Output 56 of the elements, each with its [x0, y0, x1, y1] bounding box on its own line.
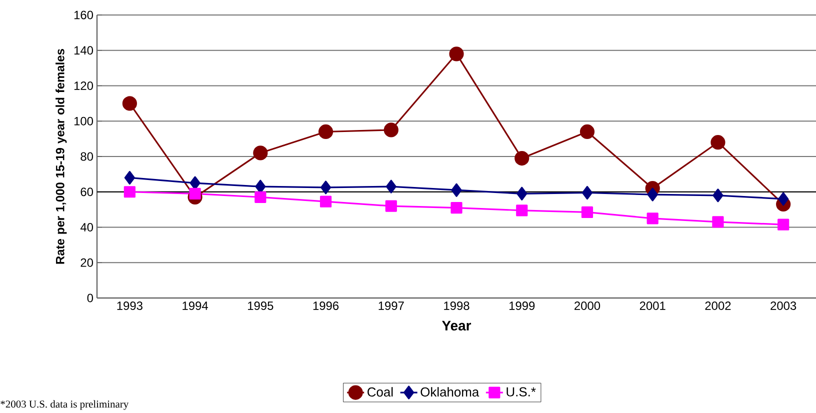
point [516, 186, 528, 200]
point [124, 170, 135, 185]
point [122, 96, 137, 111]
point [646, 212, 658, 224]
y-tick-label: 80 [80, 152, 94, 161]
y-tick-label: 60 [80, 188, 94, 196]
point [384, 122, 398, 138]
y-tick-label: 160 [74, 10, 94, 20]
x-tick-label: 2002 [705, 302, 731, 310]
y-tick-label: 40 [80, 223, 94, 232]
x-tick-label: 2003 [770, 302, 796, 310]
x-tick-label: 1998 [444, 302, 470, 310]
point [320, 196, 332, 208]
y-tick-label: 100 [74, 116, 94, 126]
x-tick-label: 1999 [509, 302, 535, 310]
point [254, 191, 266, 203]
point [450, 202, 462, 214]
point [516, 204, 528, 216]
text: *2003 U.S. data is preliminary [0, 400, 129, 410]
point [124, 186, 136, 198]
point [778, 192, 789, 206]
y-tick-label: 120 [74, 82, 94, 90]
point [385, 200, 397, 212]
x-tick-label: 1997 [378, 302, 404, 310]
legend-label: Oklahoma [420, 387, 480, 397]
point [451, 183, 462, 197]
point [190, 176, 200, 190]
point [386, 180, 396, 194]
x-tick-label: 1994 [182, 302, 208, 310]
legend-label: U.S.* [506, 387, 536, 396]
point [514, 150, 530, 166]
point [581, 206, 594, 218]
y-tick-label: 20 [80, 258, 94, 267]
point [318, 124, 334, 140]
point [582, 186, 593, 200]
y-tick-label: 0 [87, 294, 94, 302]
point [253, 146, 268, 160]
point [320, 180, 332, 194]
point [778, 218, 790, 230]
x-tick-label: 2000 [574, 302, 600, 310]
y-axis-title: Rate per 1,000 15-19 year old females [56, 49, 67, 264]
x-tick-label: 1995 [248, 302, 274, 310]
point [710, 135, 726, 150]
point [712, 216, 724, 228]
point [712, 188, 724, 202]
point [647, 188, 658, 202]
x-tick-label: 1996 [313, 302, 339, 310]
point [189, 188, 201, 200]
y-tick-label: 140 [74, 46, 94, 55]
x-tick-label: 2001 [640, 302, 666, 310]
point [449, 46, 464, 62]
x-axis-title: Year [442, 320, 472, 331]
point [255, 180, 266, 194]
point [580, 124, 595, 140]
x-tick-label: 1993 [117, 302, 142, 310]
legend-label: Coal [368, 387, 393, 397]
